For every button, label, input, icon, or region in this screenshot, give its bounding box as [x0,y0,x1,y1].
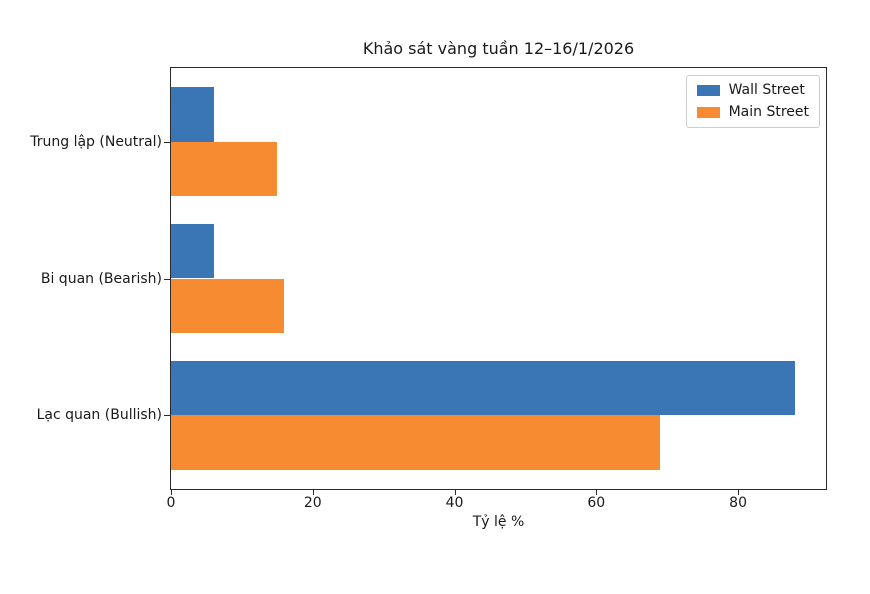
legend-item-wall-street: Wall Street [696,82,809,98]
x-axis-tick [454,490,456,495]
bar [171,223,214,279]
bar [171,141,278,197]
y-axis-tick [164,415,170,417]
x-axis-tick [596,490,598,495]
x-axis-tick [171,490,172,495]
legend-swatch-main-street [696,107,720,118]
legend: Wall Street Main Street [685,75,820,128]
y-axis-tick-label: Lạc quan (Bullish) [36,407,162,424]
legend-swatch-wall-street [696,85,720,96]
x-axis-tick [312,490,314,495]
legend-label-main-street: Main Street [728,104,809,120]
x-axis-tick-label: 60 [587,495,606,511]
x-axis-tick-label: 40 [445,495,464,511]
y-axis-tick [164,141,170,143]
bar [171,415,661,470]
x-axis-tick-label: 80 [729,495,747,511]
x-axis-tick [738,490,740,495]
bar [171,360,795,416]
y-axis-tick-label: Bi quan (Bearish) [40,270,162,287]
y-axis-tick-label: Trung lập (Neutral) [30,133,162,150]
plot-area: Wall Street Main Street [170,67,827,490]
x-axis-tick-label: 0 [166,495,176,511]
chart-title: Khảo sát vàng tuần 12–16/1/2026 [362,39,635,58]
legend-label-wall-street: Wall Street [728,82,805,98]
x-axis-tick-label: 20 [303,495,322,511]
legend-item-main-street: Main Street [696,104,809,120]
bar [171,278,285,334]
x-axis-label: Tỷ lệ % [472,514,525,530]
bar [171,87,214,142]
y-axis-tick [164,278,170,280]
